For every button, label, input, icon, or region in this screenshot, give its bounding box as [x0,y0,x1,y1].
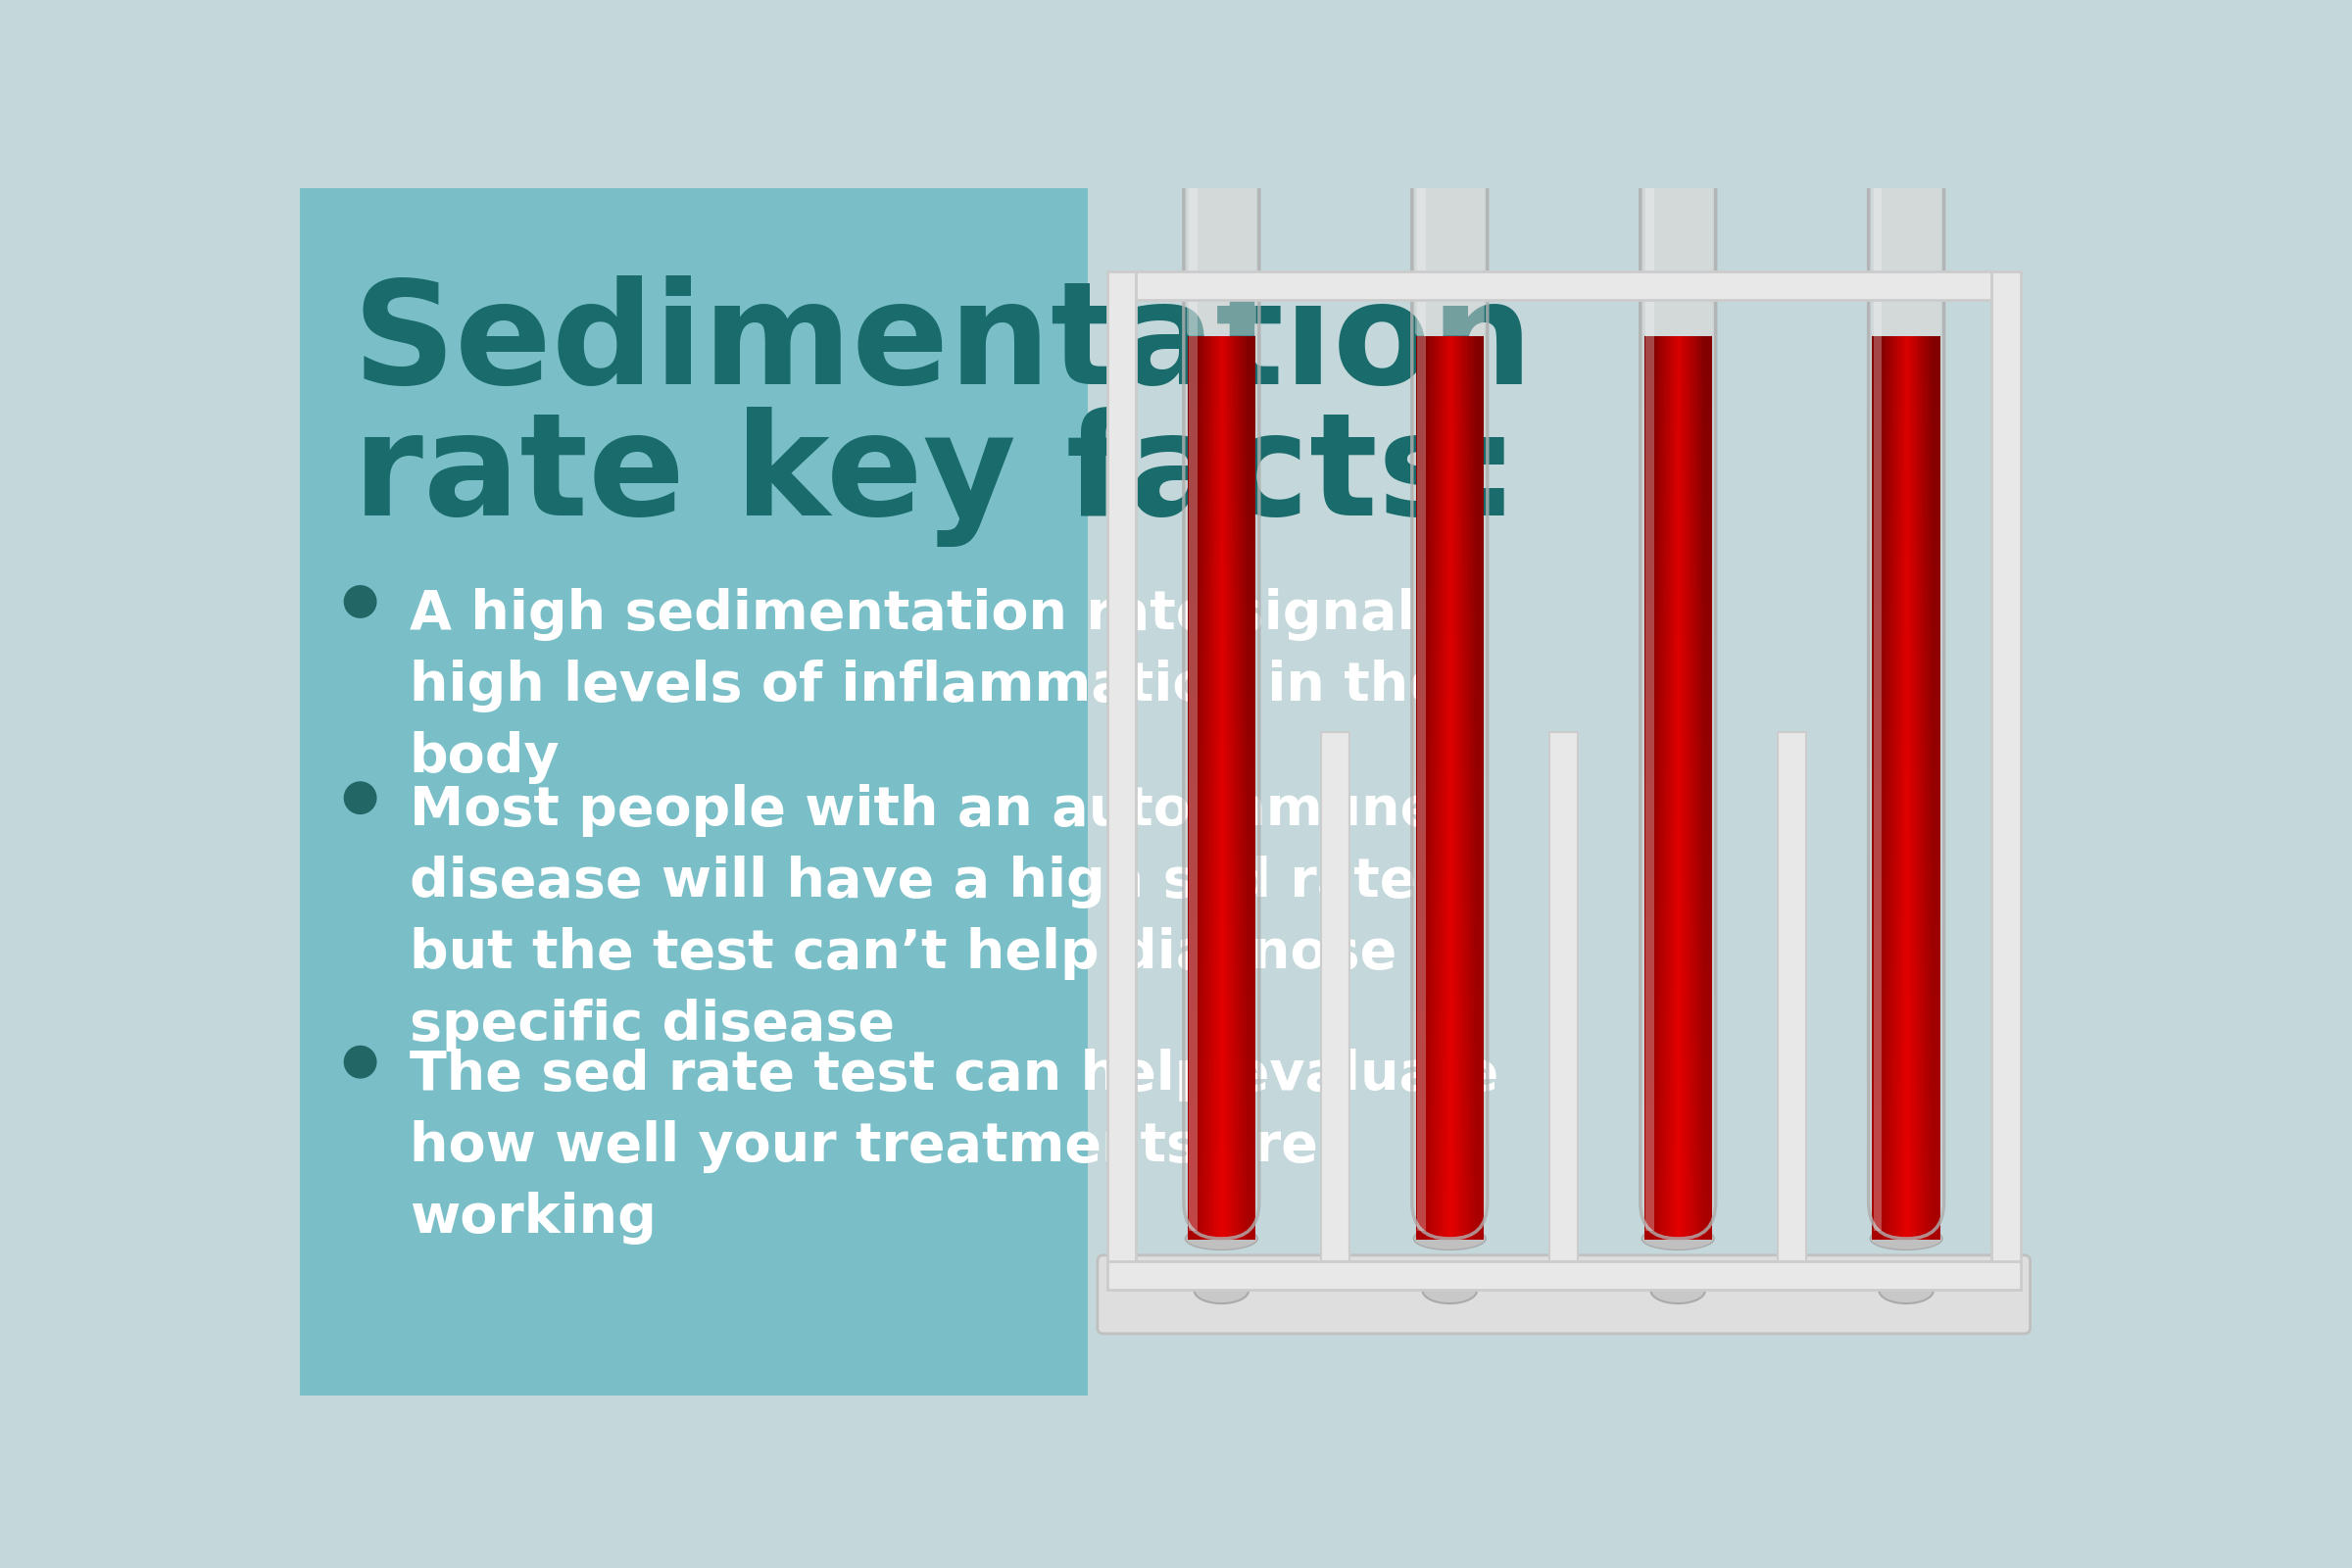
Bar [1992,271,2020,1290]
Bar [1875,121,1882,1231]
Text: A high sedimentation rate signals
high levels of inflammation in the
body: A high sedimentation rate signals high l… [409,588,1446,784]
FancyBboxPatch shape [1644,58,1712,114]
FancyBboxPatch shape [1190,0,1254,63]
FancyBboxPatch shape [1872,58,1940,114]
Text: The sed rate test can help evaluate
how well your treatments are
working: The sed rate test can help evaluate how … [409,1049,1498,1245]
Ellipse shape [1642,1228,1715,1250]
Bar [1108,271,1136,1290]
Bar [1108,1261,2020,1290]
Ellipse shape [1870,1228,1943,1250]
Ellipse shape [1414,1228,1486,1250]
Ellipse shape [1185,1228,1258,1250]
FancyBboxPatch shape [1188,113,1256,336]
Bar [1992,271,2020,1290]
FancyBboxPatch shape [1183,113,1258,1239]
Bar [301,188,1087,1396]
Bar [1190,121,1197,1231]
Ellipse shape [1195,1278,1249,1303]
FancyBboxPatch shape [1872,113,1940,336]
Bar [1197,3,1204,56]
Bar [1421,63,1428,110]
FancyBboxPatch shape [1875,0,1938,63]
Bar [1649,63,1656,110]
Bar [1646,121,1653,1231]
Bar [1653,3,1661,56]
Bar [1877,63,1884,110]
FancyBboxPatch shape [1188,58,1256,114]
Bar [1108,271,2020,299]
Circle shape [343,781,376,814]
FancyBboxPatch shape [1646,0,1710,63]
FancyBboxPatch shape [1644,113,1712,336]
Bar [1108,1261,2020,1290]
Bar [1550,732,1578,1261]
Ellipse shape [1651,1278,1705,1303]
Bar [1778,732,1806,1261]
Bar [1108,271,2020,299]
Bar [1322,732,1350,1261]
Bar [1418,121,1425,1231]
FancyBboxPatch shape [1416,58,1484,114]
Bar [1087,188,2112,1396]
FancyBboxPatch shape [1867,113,1945,1239]
FancyBboxPatch shape [1411,113,1486,1239]
Text: Sedimentation: Sedimentation [353,274,1534,412]
FancyBboxPatch shape [1098,1254,2030,1334]
FancyBboxPatch shape [1639,113,1715,1239]
Text: Most people with an autoimmune
disease will have a high sed rate,
but the test c: Most people with an autoimmune disease w… [409,784,1451,1052]
Bar [1108,271,1136,1290]
Ellipse shape [1879,1278,1933,1303]
FancyBboxPatch shape [1416,113,1484,336]
FancyBboxPatch shape [1418,0,1482,63]
Ellipse shape [1423,1278,1477,1303]
Bar [1882,3,1889,56]
Circle shape [343,1046,376,1079]
Text: rate key facts:: rate key facts: [353,408,1519,547]
Circle shape [343,585,376,618]
Bar [1192,63,1200,110]
Bar [1425,3,1432,56]
